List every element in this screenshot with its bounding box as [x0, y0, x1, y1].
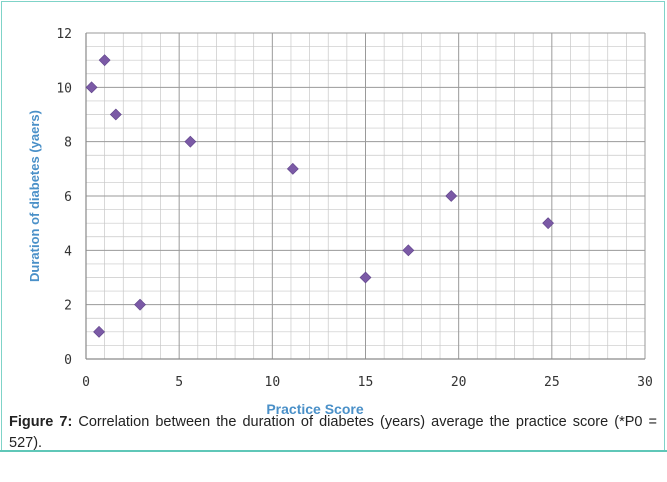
- y-tick-label: 8: [64, 136, 72, 151]
- x-tick-label: 30: [637, 375, 653, 390]
- x-tick-label: 5: [175, 375, 183, 390]
- x-tick-label: 25: [544, 375, 560, 390]
- figure-caption-text: Correlation between the duration of diab…: [9, 414, 657, 451]
- figure-caption-label: Figure 7:: [9, 414, 73, 430]
- data-point: [109, 108, 122, 121]
- frame-bottom-rule: [0, 450, 667, 452]
- y-tick-label: 10: [56, 81, 72, 96]
- y-tick-label: 6: [64, 190, 72, 205]
- x-tick-label: 15: [358, 375, 374, 390]
- y-tick-labels: 0 2 4 6 8 10 12: [56, 27, 72, 368]
- y-tick-label: 12: [56, 27, 72, 42]
- data-point: [93, 325, 105, 338]
- x-tick-label: 0: [82, 375, 90, 390]
- data-point: [286, 162, 299, 175]
- data-point: [402, 244, 415, 257]
- y-tick-label: 4: [64, 244, 72, 259]
- figure-frame: [1, 1, 665, 451]
- data-point: [184, 135, 197, 148]
- y-tick-label: 0: [64, 353, 72, 368]
- data-point: [445, 190, 458, 202]
- data-point: [542, 217, 555, 230]
- data-point: [85, 81, 98, 94]
- y-tick-label: 2: [64, 299, 72, 314]
- data-point: [134, 298, 146, 311]
- data-points: [85, 54, 555, 338]
- x-tick-label: 20: [451, 375, 467, 390]
- figure-caption: Figure 7: Correlation between the durati…: [9, 412, 657, 454]
- data-point: [98, 54, 111, 67]
- data-point: [359, 271, 372, 284]
- scatter-chart: 0 5 10 15 20 25 30 0 2 4 6 8 10 12 Practice Score Du…: [27, 27, 653, 417]
- x-tick-labels: 0 5 10 15 20 25 30: [82, 375, 653, 390]
- y-axis-label: Duration of diabetes (yaers): [27, 110, 42, 282]
- x-axis-label: Practice Score: [266, 401, 363, 417]
- major-grid: [86, 32, 646, 359]
- x-tick-label: 10: [265, 375, 281, 390]
